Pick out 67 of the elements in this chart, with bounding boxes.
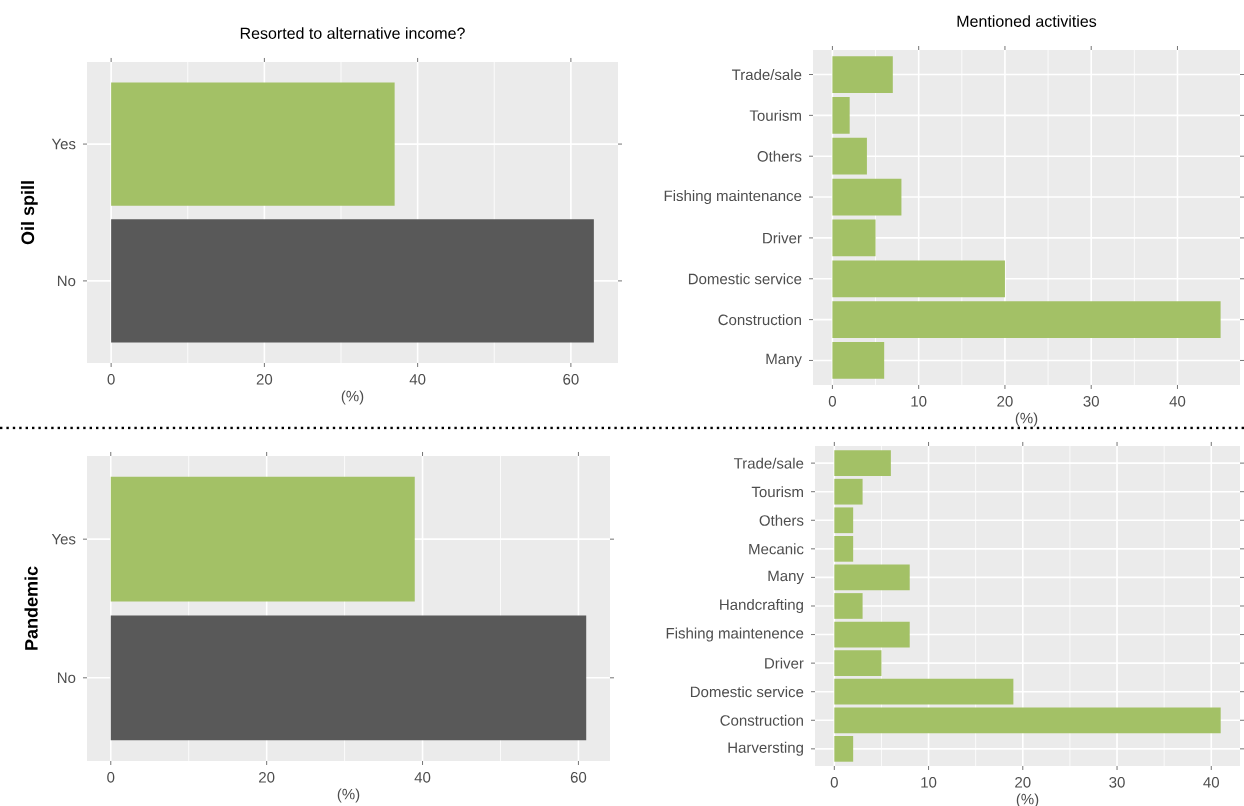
x-tick-label: 60 (563, 374, 579, 385)
x-axis-title: (%) (337, 788, 360, 803)
bar (832, 178, 902, 216)
y-tick-label: Driver (765, 657, 804, 669)
y-tick-label: Mecanic (749, 543, 804, 555)
y-tick-label: Trade/sale (731, 69, 802, 81)
x-tick-label: 20 (259, 772, 275, 783)
x-tick-label: 40 (1203, 777, 1220, 788)
chart-title: Mentioned activities (957, 15, 1097, 27)
y-axis-title: Oil spill (20, 181, 38, 245)
bar (832, 219, 876, 257)
x-tick-label: 10 (911, 396, 927, 407)
bar (834, 450, 891, 476)
y-tick-label: Fishing maintenence (666, 627, 804, 642)
bar (834, 650, 882, 676)
x-tick-label: 60 (570, 772, 587, 783)
y-axis-title: Pandemic (24, 566, 38, 650)
y-tick-label: Domestic service (688, 273, 802, 285)
y-tick-label: No (57, 672, 76, 684)
y-tick-label: Handcrafting (720, 599, 803, 613)
x-tick-label: 0 (830, 777, 838, 788)
y-tick-label: Yes (51, 138, 76, 150)
x-tick-label: 0 (107, 374, 115, 385)
x-tick-label: 30 (1083, 396, 1099, 407)
bar (832, 260, 1005, 298)
y-tick-label: Others (757, 150, 802, 162)
y-tick-label: Tourism (751, 486, 803, 498)
x-tick-label: 40 (414, 772, 431, 783)
x-tick-label: 40 (1169, 396, 1186, 407)
bar (832, 301, 1221, 338)
bar (834, 735, 854, 762)
bar (832, 137, 867, 175)
bar (834, 507, 854, 534)
y-tick-label: Domestic service (690, 686, 804, 698)
y-tick-label: Yes (51, 533, 76, 545)
bar (834, 535, 854, 562)
y-tick-label: Tourism (749, 109, 801, 121)
x-tick-label: 0 (828, 396, 836, 407)
x-tick-label: 30 (1109, 777, 1125, 788)
y-tick-label: Others (759, 514, 804, 526)
x-tick-label: 20 (1015, 777, 1031, 788)
x-tick-label: 10 (921, 777, 937, 788)
x-tick-label: 0 (107, 772, 115, 783)
x-axis-title: (%) (341, 390, 364, 405)
y-tick-label: Construction (720, 714, 803, 726)
bar (832, 96, 850, 134)
chart-title: Resorted to alternative income? (240, 27, 465, 39)
y-tick-label: Many (766, 353, 802, 368)
y-tick-label: Many (768, 570, 804, 585)
x-tick-label: 40 (409, 374, 426, 385)
y-tick-label: Construction (718, 314, 801, 326)
bar (832, 56, 893, 93)
y-tick-label: Harversting (728, 741, 803, 756)
bar (834, 593, 863, 619)
x-tick-label: 20 (256, 374, 273, 385)
y-tick-label: Trade/sale (733, 457, 804, 469)
bar (834, 478, 863, 505)
bar (834, 621, 910, 648)
bar (834, 678, 1014, 705)
bar (834, 564, 910, 591)
bar (834, 707, 1221, 734)
x-axis-title: (%) (1015, 412, 1038, 427)
bar (832, 342, 885, 379)
y-tick-label: Fishing maintenance (664, 190, 802, 205)
y-tick-label: No (57, 275, 76, 287)
x-tick-label: 20 (997, 396, 1013, 407)
y-tick-label: Driver (763, 232, 802, 244)
